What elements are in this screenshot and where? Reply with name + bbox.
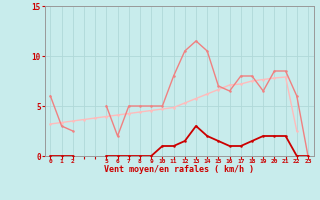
X-axis label: Vent moyen/en rafales ( km/h ): Vent moyen/en rafales ( km/h ) [104,165,254,174]
